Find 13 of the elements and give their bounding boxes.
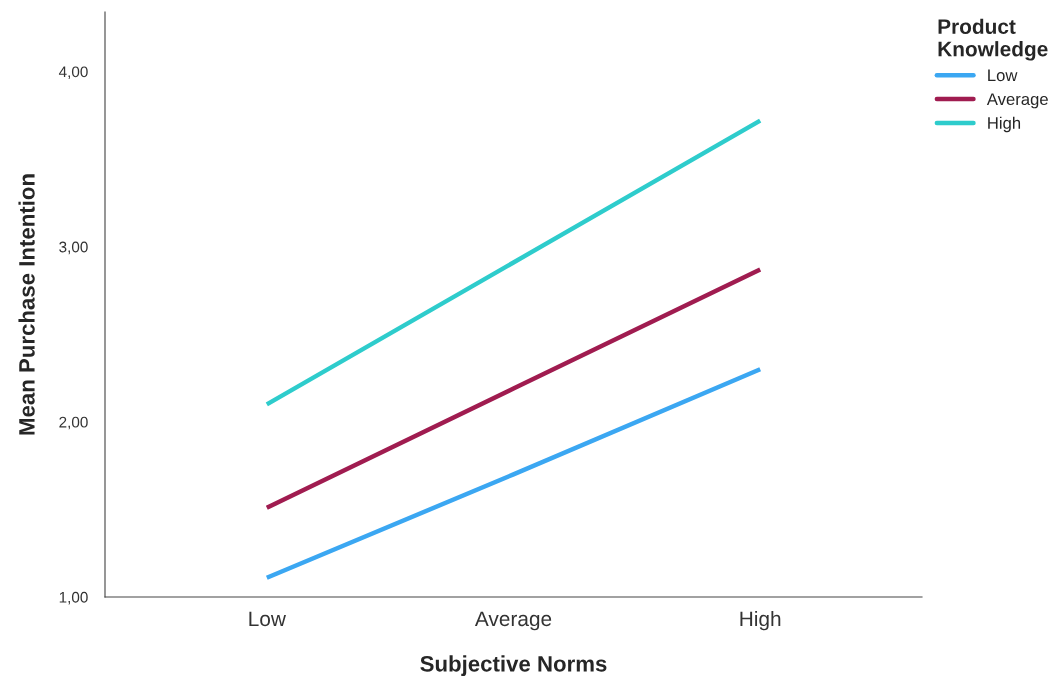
- legend-label: Average: [986, 93, 1048, 109]
- x-tick-label: Average: [474, 611, 552, 631]
- x-tick-label: Low: [249, 611, 286, 627]
- y-tick-label: 4,00: [58, 66, 88, 80]
- legend-label: High: [988, 116, 1021, 133]
- legend-title: Product Knowledge: [938, 18, 1048, 61]
- y-tick-label: 1,00: [59, 591, 88, 605]
- x-tick-label: High: [740, 610, 781, 631]
- x-axis-title: Subjective Norms: [420, 655, 607, 677]
- y-tick-label: 3,00: [59, 241, 88, 255]
- y-tick-label: 2,00: [59, 416, 88, 430]
- y-axis-title: Mean Purchase Intention: [18, 174, 35, 435]
- legend-label: Low: [988, 69, 1018, 82]
